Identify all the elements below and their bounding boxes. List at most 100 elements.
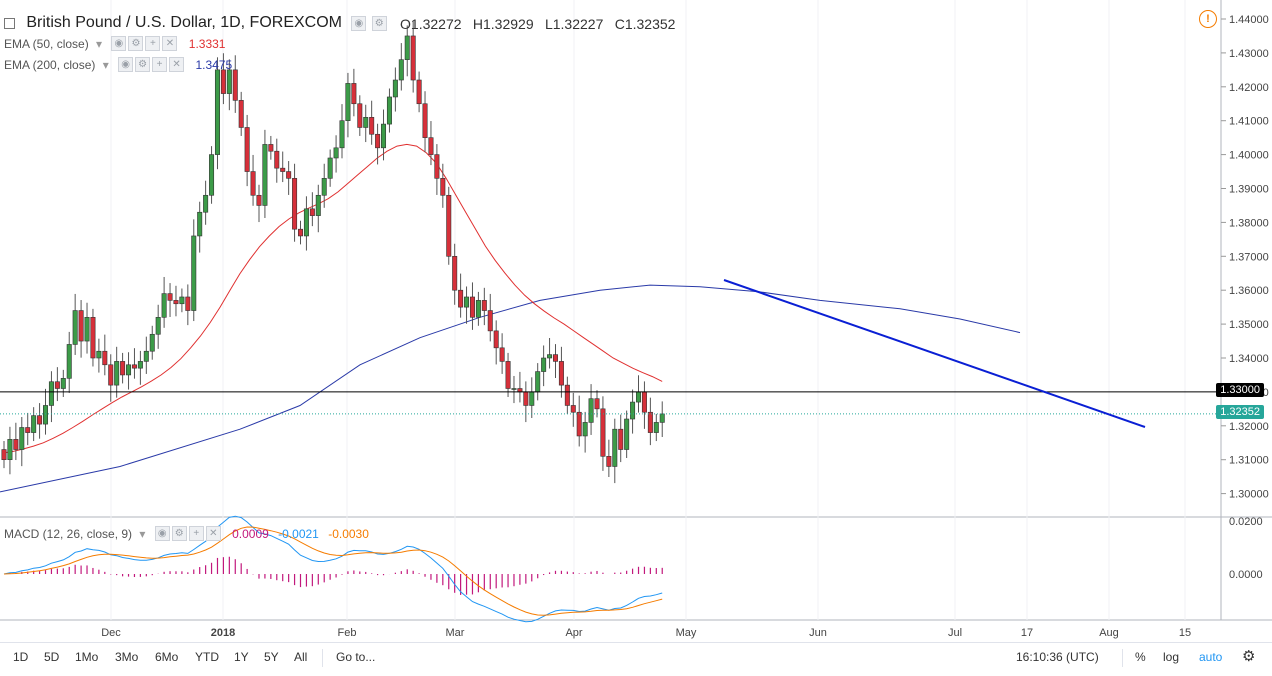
ema200-legend[interactable]: EMA (200, close) ▾ ◉ ⚙ + ✕ 1.3475 bbox=[4, 57, 232, 73]
candle-body bbox=[25, 427, 31, 433]
candle-body bbox=[434, 154, 440, 179]
price-tick-label: 1.30000 bbox=[1229, 489, 1269, 501]
candle-body bbox=[339, 120, 345, 149]
range-1y-button[interactable]: 1Y bbox=[234, 650, 249, 664]
candle-body bbox=[558, 361, 564, 386]
ohlc-low: L1.32227 bbox=[544, 15, 604, 32]
chevron-down-icon[interactable]: ▾ bbox=[139, 526, 146, 541]
candle-body bbox=[588, 398, 594, 423]
close-icon[interactable]: ✕ bbox=[169, 57, 185, 73]
candle-body bbox=[280, 167, 286, 172]
range-ytd-button[interactable]: YTD bbox=[195, 650, 219, 664]
candle-body bbox=[262, 144, 268, 206]
candle-body bbox=[48, 381, 54, 406]
bottom-toolbar: 1D 5D 1Mo 3Mo 6Mo YTD 1Y 5Y All Go to...… bbox=[0, 642, 1272, 673]
price-tick-label: 1.34000 bbox=[1229, 353, 1269, 365]
collapse-legend-icon[interactable] bbox=[4, 17, 15, 29]
price-pane[interactable] bbox=[0, 0, 1221, 517]
candle-body bbox=[197, 211, 203, 237]
candle-body bbox=[392, 79, 398, 98]
candle-body bbox=[582, 422, 588, 437]
add-icon[interactable]: + bbox=[145, 36, 161, 52]
close-icon[interactable]: ✕ bbox=[162, 36, 178, 52]
settings-icon[interactable]: ⚙ bbox=[135, 57, 151, 73]
macd-axis-label: 0.0200 bbox=[1229, 516, 1263, 528]
candle-body bbox=[60, 378, 66, 389]
time-axis[interactable]: Dec 2018 Feb Mar Apr May Jun Jul 17 Aug 15 bbox=[101, 627, 1191, 639]
ohlc-open: O1.32272 bbox=[400, 15, 462, 32]
chevron-down-icon[interactable]: ▾ bbox=[102, 57, 109, 72]
price-tick-label: 1.38000 bbox=[1229, 217, 1269, 229]
candle-body bbox=[469, 296, 475, 318]
level-price-tag: 1.33000 bbox=[1216, 383, 1264, 397]
last-price-tag: 1.32352 bbox=[1216, 405, 1264, 419]
range-5y-button[interactable]: 5Y bbox=[264, 650, 279, 664]
candle-body bbox=[114, 361, 120, 386]
candle-body bbox=[19, 427, 25, 450]
ema50-legend[interactable]: EMA (50, close) ▾ ◉ ⚙ + ✕ 1.3331 bbox=[4, 36, 225, 52]
chevron-down-icon[interactable]: ▾ bbox=[96, 36, 103, 51]
range-1d-button[interactable]: 1D bbox=[13, 650, 29, 664]
candle-body bbox=[570, 405, 576, 413]
range-1mo-button[interactable]: 1Mo bbox=[75, 650, 99, 664]
candle-body bbox=[274, 150, 280, 169]
settings-icon[interactable]: ⚙ bbox=[128, 36, 144, 52]
candle-body bbox=[149, 333, 155, 352]
price-tick-label: 1.39000 bbox=[1229, 184, 1269, 196]
candle-body bbox=[529, 391, 535, 406]
candle-body bbox=[327, 157, 333, 179]
macd-pane[interactable]: 0.0200 0.0000 bbox=[3, 515, 1263, 623]
eye-icon[interactable]: ◉ bbox=[111, 36, 127, 52]
price-tick-label: 1.37000 bbox=[1229, 251, 1269, 263]
time-tick-label: 2018 bbox=[211, 627, 235, 639]
gear-icon[interactable]: ⚙ bbox=[1242, 648, 1256, 665]
add-icon[interactable]: + bbox=[188, 526, 204, 542]
time-tick-label: Mar bbox=[446, 627, 465, 639]
candle-body bbox=[511, 388, 517, 390]
percent-toggle[interactable]: % bbox=[1135, 650, 1146, 664]
price-tick-label: 1.31000 bbox=[1229, 455, 1269, 467]
go-to-button[interactable]: Go to... bbox=[336, 650, 376, 664]
toolbar-divider bbox=[1122, 649, 1123, 667]
auto-toggle[interactable]: auto bbox=[1199, 650, 1223, 664]
add-icon[interactable]: + bbox=[152, 57, 168, 73]
settings-icon[interactable]: ⚙ bbox=[371, 15, 387, 31]
trendline[interactable] bbox=[723, 279, 1146, 428]
candle-body bbox=[250, 171, 256, 196]
price-axis[interactable]: 1.44000 1.43000 1.42000 1.41000 1.40000 1.390… bbox=[1221, 14, 1269, 501]
range-5d-button[interactable]: 5D bbox=[44, 650, 60, 664]
candle-body bbox=[131, 364, 137, 369]
eye-icon[interactable]: ◉ bbox=[118, 57, 134, 73]
range-all-button[interactable]: All bbox=[294, 650, 308, 664]
candle-body bbox=[173, 300, 179, 305]
candle-body bbox=[363, 117, 369, 128]
time-tick-label: Apr bbox=[565, 627, 582, 639]
candle-body bbox=[357, 103, 363, 128]
range-6mo-button[interactable]: 6Mo bbox=[155, 650, 179, 664]
eye-icon[interactable]: ◉ bbox=[154, 526, 170, 542]
time-tick-label: 15 bbox=[1179, 627, 1191, 639]
candle-body bbox=[576, 411, 582, 437]
candle-body bbox=[475, 300, 481, 318]
macd-legend[interactable]: MACD (12, 26, close, 9) ▾ ◉ ⚙ + ✕ 0.0009 -0… bbox=[4, 526, 369, 542]
candle-body bbox=[226, 69, 232, 94]
candle-body bbox=[309, 208, 315, 216]
macd-hist-value: 0.0009 bbox=[232, 526, 269, 541]
log-toggle[interactable]: log bbox=[1163, 650, 1180, 664]
close-icon[interactable]: ✕ bbox=[205, 526, 221, 542]
settings-icon[interactable]: ⚙ bbox=[171, 526, 187, 542]
eye-icon[interactable]: ◉ bbox=[351, 15, 367, 31]
candle-body bbox=[232, 69, 238, 101]
candle-body bbox=[541, 357, 547, 372]
alert-icon[interactable]: ! bbox=[1199, 10, 1217, 28]
range-3mo-button[interactable]: 3Mo bbox=[115, 650, 139, 664]
candle-body bbox=[167, 293, 173, 301]
candle-body bbox=[552, 354, 558, 362]
candle-body bbox=[369, 117, 375, 135]
candle-body bbox=[464, 296, 470, 308]
candle-body bbox=[1, 449, 7, 460]
chart-title: British Pound / U.S. Dollar, 1D, FOREXCO… bbox=[26, 14, 342, 31]
candle-body bbox=[185, 296, 191, 311]
candle-body bbox=[452, 255, 458, 291]
